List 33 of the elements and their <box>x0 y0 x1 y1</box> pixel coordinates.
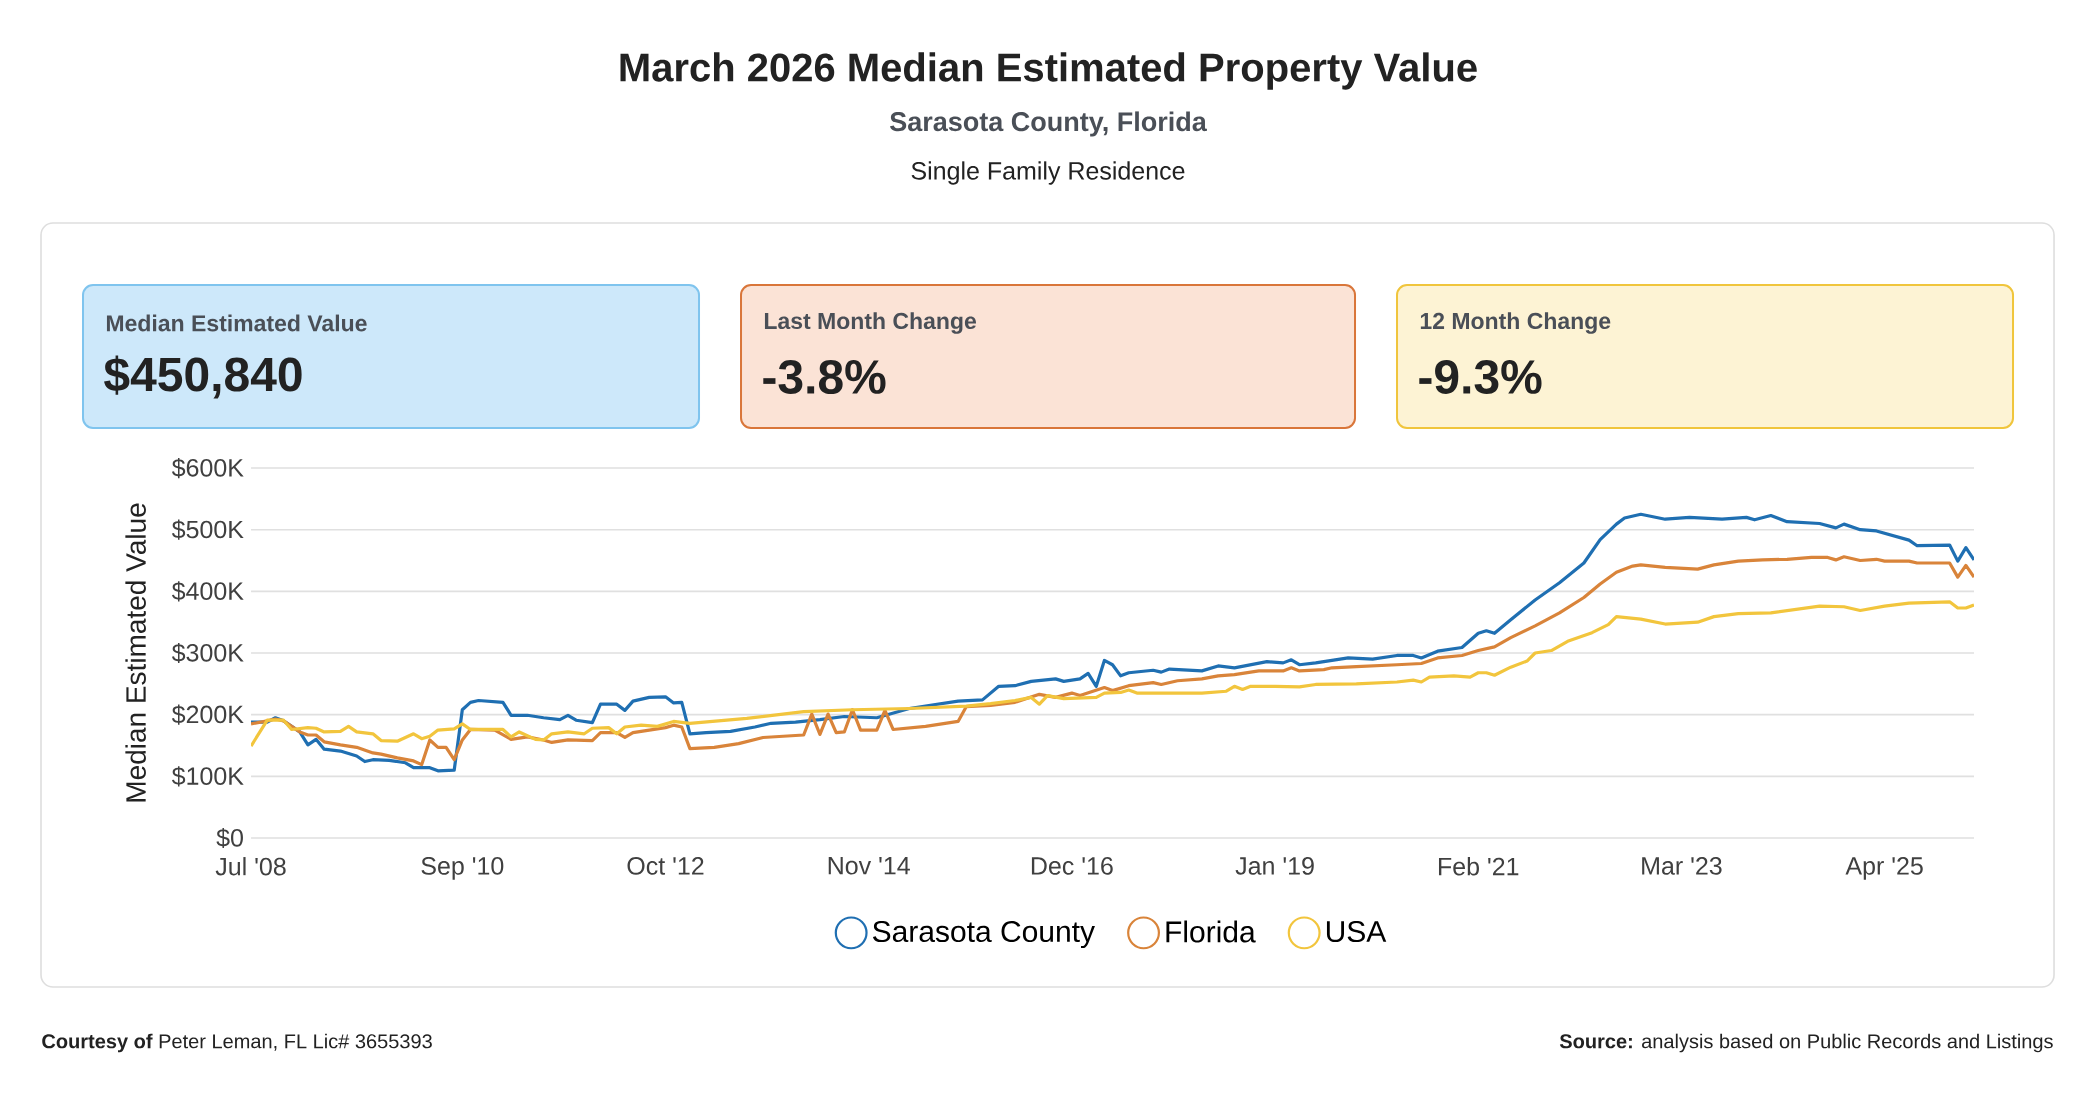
legend-label: Sarasota County <box>872 920 1095 949</box>
text: Courtesy of Peter Leman, FL Lic# 3655393 <box>42 1033 432 1053</box>
text: -3.8% <box>763 359 886 395</box>
y-tick-label: $100K <box>171 766 244 787</box>
y-tick-label: $200K <box>171 704 244 725</box>
y-tick-label: $0 <box>216 827 243 849</box>
legend-label: Florida <box>1166 920 1256 943</box>
y-tick-label: $500K <box>171 519 244 540</box>
text: Last Month Change <box>764 312 977 334</box>
y-axis-title: Median Estimated Value <box>125 503 146 802</box>
x-tick-label: Nov '14 <box>828 857 910 875</box>
y-tick-label: $300K <box>171 642 244 664</box>
x-tick-label: Sep '10 <box>421 857 504 880</box>
y-tick-label: $400K <box>171 581 244 602</box>
text: Median Estimated Value <box>106 314 367 332</box>
text: Source: analysis based on Public Records and Listings <box>1559 1033 2053 1053</box>
legend-label: USA <box>1326 920 1387 943</box>
x-tick-label: Dec '16 <box>1031 857 1113 875</box>
chart-subtitle: Sarasota County, Florida <box>890 111 1207 137</box>
x-tick-label: Oct '12 <box>627 857 704 875</box>
x-tick-label: Apr '25 <box>1845 857 1923 880</box>
x-tick-label: Jul '08 <box>215 857 286 876</box>
text: $450,840 <box>104 355 302 399</box>
x-tick-label: Jan '19 <box>1235 857 1314 875</box>
line-series <box>251 555 1975 767</box>
y-tick-label: $600K <box>171 457 244 479</box>
x-tick-label: Mar '23 <box>1642 857 1722 875</box>
text: -9.3% <box>1419 359 1542 395</box>
x-tick-label: Feb '21 <box>1438 857 1519 876</box>
chart-title: March 2026 Median Estimated Property Value <box>620 52 1477 90</box>
line-series <box>251 512 1975 773</box>
text: Single Family Residence <box>911 161 1185 185</box>
text: 12 Month Change <box>1420 312 1611 334</box>
